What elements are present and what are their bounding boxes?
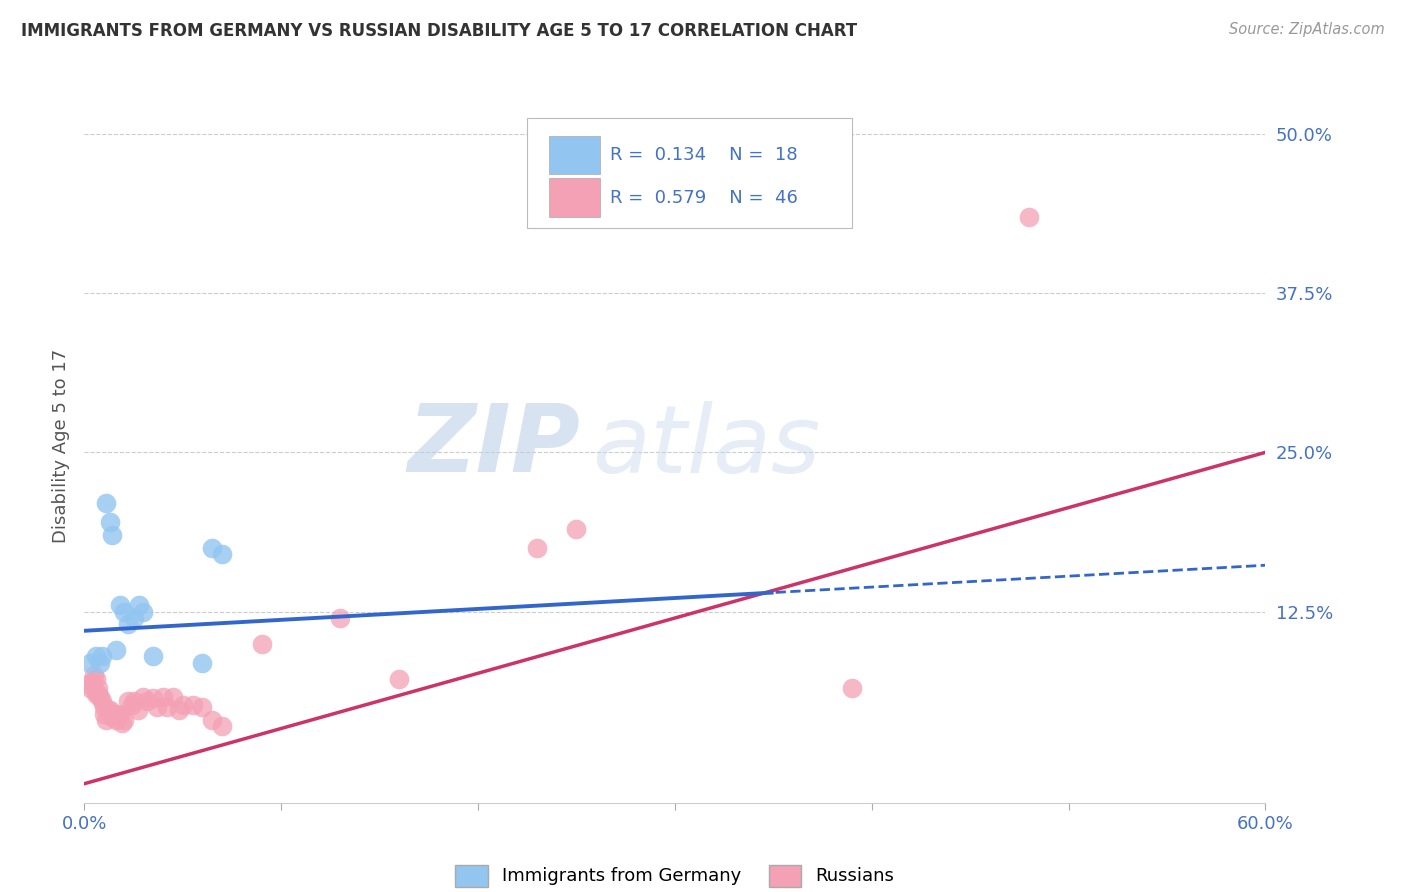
Point [132, 690, 155, 704]
Point [108, 706, 131, 721]
Point [84, 688, 107, 702]
Point [201, 713, 224, 727]
Point [97, 703, 120, 717]
Point [79, 681, 101, 695]
Point [77, 677, 100, 691]
Point [107, 709, 129, 723]
Point [127, 703, 149, 717]
Y-axis label: Disability Age 5 to 17: Disability Age 5 to 17 [52, 349, 70, 543]
Point [98, 703, 121, 717]
Point [388, 672, 411, 686]
Point [89, 690, 111, 704]
Text: R =  0.134    N =  18: R = 0.134 N = 18 [610, 146, 797, 164]
Point [98, 516, 121, 530]
Point [128, 599, 150, 613]
Point [201, 541, 224, 555]
Point [94, 713, 117, 727]
Point [250, 636, 273, 650]
Point [121, 698, 143, 712]
Point [84, 649, 107, 664]
Point [82, 674, 104, 689]
Point [101, 710, 124, 724]
Point [841, 681, 863, 695]
Point [112, 713, 135, 727]
Point [84, 672, 107, 686]
Point [93, 706, 115, 721]
Legend: Immigrants from Germany, Russians: Immigrants from Germany, Russians [456, 864, 894, 887]
Point [132, 605, 155, 619]
Point [191, 700, 214, 714]
Point [117, 617, 139, 632]
Point [108, 599, 131, 613]
Point [162, 690, 184, 704]
FancyBboxPatch shape [527, 118, 852, 228]
Point [79, 656, 101, 670]
Point [94, 496, 117, 510]
Text: ZIP: ZIP [408, 400, 581, 492]
Point [211, 547, 233, 561]
Point [103, 706, 125, 721]
Point [122, 611, 145, 625]
Text: Source: ZipAtlas.com: Source: ZipAtlas.com [1229, 22, 1385, 37]
Point [211, 719, 233, 733]
Point [1018, 210, 1040, 224]
Point [87, 681, 110, 695]
Point [91, 694, 114, 708]
FancyBboxPatch shape [548, 136, 600, 174]
Point [101, 528, 124, 542]
Point [172, 698, 194, 712]
Point [146, 700, 169, 714]
Text: IMMIGRANTS FROM GERMANY VS RUSSIAN DISABILITY AGE 5 TO 17 CORRELATION CHART: IMMIGRANTS FROM GERMANY VS RUSSIAN DISAB… [21, 22, 858, 40]
Point [89, 656, 111, 670]
Point [91, 649, 114, 664]
Point [104, 643, 127, 657]
Point [112, 605, 135, 619]
FancyBboxPatch shape [548, 178, 600, 217]
Point [87, 688, 110, 702]
Point [136, 694, 159, 708]
Point [93, 700, 115, 714]
Point [565, 522, 588, 536]
Text: R =  0.579    N =  46: R = 0.579 N = 46 [610, 189, 797, 207]
Point [104, 713, 127, 727]
Point [111, 715, 134, 730]
Point [142, 691, 165, 706]
Point [142, 649, 165, 664]
Point [167, 703, 190, 717]
Point [83, 668, 105, 682]
Point [117, 694, 139, 708]
Point [329, 611, 352, 625]
Point [152, 690, 174, 704]
Text: atlas: atlas [592, 401, 821, 491]
Point [526, 541, 548, 555]
Point [122, 694, 145, 708]
Point [181, 698, 204, 712]
Point [156, 700, 179, 714]
Point [191, 656, 214, 670]
